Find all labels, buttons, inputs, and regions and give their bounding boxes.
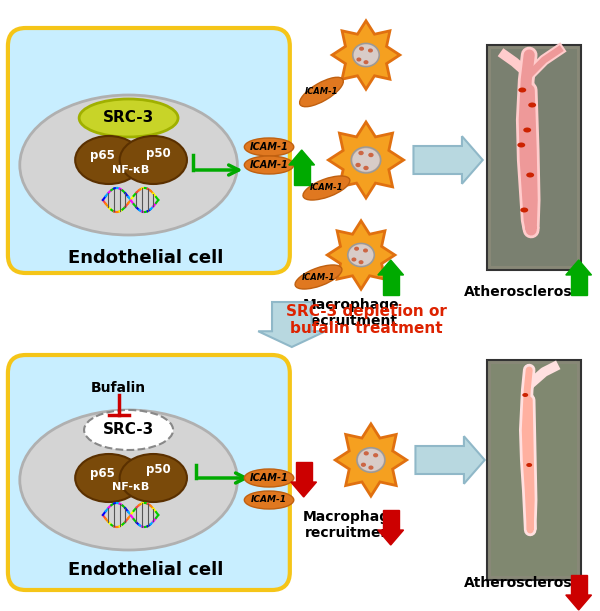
Ellipse shape <box>295 265 342 289</box>
Polygon shape <box>415 436 485 484</box>
Text: p65: p65 <box>91 150 115 163</box>
Ellipse shape <box>374 454 377 456</box>
Ellipse shape <box>20 410 238 550</box>
Text: Endothelial cell: Endothelial cell <box>68 249 223 267</box>
Polygon shape <box>289 150 314 165</box>
Polygon shape <box>413 136 483 184</box>
Ellipse shape <box>368 49 372 52</box>
Text: Atherosclerosis: Atherosclerosis <box>464 576 585 590</box>
Text: ICAM-1: ICAM-1 <box>310 183 343 192</box>
Ellipse shape <box>347 243 374 266</box>
Polygon shape <box>291 482 317 497</box>
Ellipse shape <box>518 87 526 92</box>
Ellipse shape <box>84 410 173 450</box>
Ellipse shape <box>79 99 178 137</box>
Ellipse shape <box>517 142 525 147</box>
Bar <box>491 364 577 576</box>
Ellipse shape <box>522 393 528 397</box>
Ellipse shape <box>359 261 363 263</box>
Polygon shape <box>378 260 404 275</box>
Text: Endothelial cell: Endothelial cell <box>68 561 223 579</box>
Ellipse shape <box>359 152 363 155</box>
Polygon shape <box>378 530 404 545</box>
Ellipse shape <box>357 58 361 61</box>
Text: Macrophage
recruitment: Macrophage recruitment <box>303 298 400 328</box>
FancyBboxPatch shape <box>8 28 290 273</box>
Text: SRC-3: SRC-3 <box>103 422 154 437</box>
Ellipse shape <box>369 153 373 156</box>
Text: Atherosclerosis: Atherosclerosis <box>464 285 585 299</box>
Text: ICAM-1: ICAM-1 <box>250 160 289 170</box>
Text: ICAM-1: ICAM-1 <box>305 87 338 97</box>
Ellipse shape <box>353 149 379 171</box>
Ellipse shape <box>520 208 528 213</box>
Text: NF-κB: NF-κB <box>112 165 149 175</box>
Polygon shape <box>296 462 311 482</box>
Ellipse shape <box>359 450 383 470</box>
Ellipse shape <box>20 95 238 235</box>
Ellipse shape <box>362 463 365 466</box>
Text: SRC-3 depletion or
bufalin treatment: SRC-3 depletion or bufalin treatment <box>286 304 446 336</box>
Polygon shape <box>332 21 400 89</box>
Ellipse shape <box>244 138 294 156</box>
Ellipse shape <box>364 249 367 252</box>
Ellipse shape <box>364 61 368 64</box>
Ellipse shape <box>369 466 373 469</box>
Text: p65: p65 <box>91 467 115 480</box>
Ellipse shape <box>355 247 358 250</box>
Ellipse shape <box>523 128 531 133</box>
Polygon shape <box>258 302 325 347</box>
Ellipse shape <box>357 448 385 472</box>
Ellipse shape <box>244 491 294 509</box>
Polygon shape <box>571 275 587 295</box>
Ellipse shape <box>119 136 187 184</box>
Ellipse shape <box>244 156 294 174</box>
Bar <box>491 49 577 266</box>
Ellipse shape <box>364 167 368 169</box>
Ellipse shape <box>75 136 142 184</box>
Ellipse shape <box>353 43 379 67</box>
FancyBboxPatch shape <box>8 355 290 590</box>
Ellipse shape <box>349 245 373 265</box>
Polygon shape <box>383 510 398 530</box>
Text: ICAM-1: ICAM-1 <box>250 142 289 152</box>
Polygon shape <box>383 275 398 295</box>
Text: ICAM-1: ICAM-1 <box>250 473 289 483</box>
Bar <box>487 360 581 580</box>
Ellipse shape <box>352 258 356 261</box>
Polygon shape <box>335 424 407 496</box>
Ellipse shape <box>528 103 536 108</box>
Polygon shape <box>328 122 404 198</box>
Polygon shape <box>566 595 592 610</box>
Ellipse shape <box>351 147 381 173</box>
Ellipse shape <box>244 469 294 487</box>
Text: ICAM-1: ICAM-1 <box>251 496 287 505</box>
Text: SRC-3: SRC-3 <box>103 111 154 125</box>
Ellipse shape <box>299 77 343 107</box>
Text: p50: p50 <box>146 464 170 477</box>
Bar <box>487 45 581 270</box>
Ellipse shape <box>526 463 532 467</box>
Ellipse shape <box>303 176 350 200</box>
Ellipse shape <box>75 454 142 502</box>
Text: NF-κB: NF-κB <box>112 482 149 492</box>
Text: Macrophage
recruitment: Macrophage recruitment <box>303 510 400 540</box>
Ellipse shape <box>526 172 534 178</box>
Ellipse shape <box>355 45 377 65</box>
Ellipse shape <box>360 47 364 50</box>
Polygon shape <box>294 165 310 185</box>
Ellipse shape <box>356 164 360 167</box>
Ellipse shape <box>119 454 187 502</box>
Polygon shape <box>327 221 395 289</box>
Ellipse shape <box>364 452 368 455</box>
Text: ICAM-1: ICAM-1 <box>302 273 335 282</box>
Text: Bufalin: Bufalin <box>91 381 146 395</box>
Text: p50: p50 <box>146 147 170 159</box>
Polygon shape <box>566 260 592 275</box>
Polygon shape <box>571 575 587 595</box>
